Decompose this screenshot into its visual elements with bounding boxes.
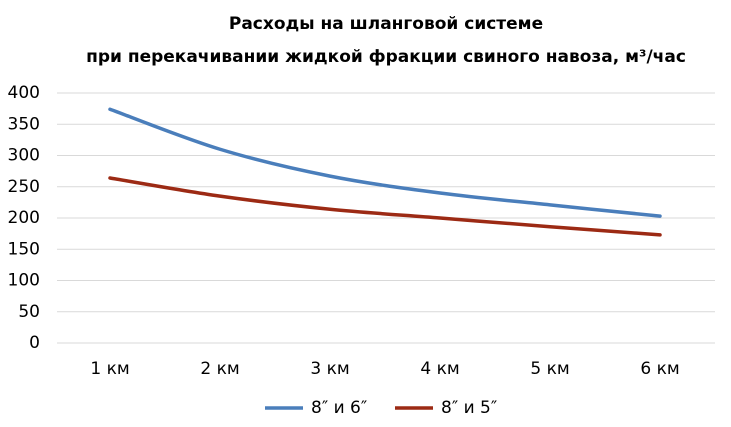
x-tick-label: 3 км [310, 359, 349, 379]
y-tick-label: 50 [18, 302, 40, 322]
x-tick-label: 1 км [90, 359, 129, 379]
x-tick-label: 2 км [200, 359, 239, 379]
series-line [108, 176, 662, 237]
legend-label: 8″ и 5″ [441, 398, 497, 418]
series-line [108, 107, 662, 218]
y-tick-label: 300 [8, 146, 40, 166]
y-tick-label: 350 [8, 114, 40, 134]
legend-label: 8″ и 6″ [311, 398, 367, 418]
x-tick-label: 4 км [420, 359, 459, 379]
y-tick-label: 150 [8, 239, 40, 259]
y-tick-label: 400 [8, 83, 40, 103]
y-tick-label: 100 [8, 271, 40, 291]
y-tick-label: 0 [29, 333, 40, 353]
chart-subtitle: при перекачивании жидкой фракции свиного… [86, 47, 686, 67]
chart-title: Расходы на шланговой системе [229, 14, 543, 34]
x-tick-label: 6 км [640, 359, 679, 379]
y-tick-label: 200 [8, 208, 40, 228]
x-tick-label: 5 км [530, 359, 569, 379]
y-tick-label: 250 [8, 177, 40, 197]
